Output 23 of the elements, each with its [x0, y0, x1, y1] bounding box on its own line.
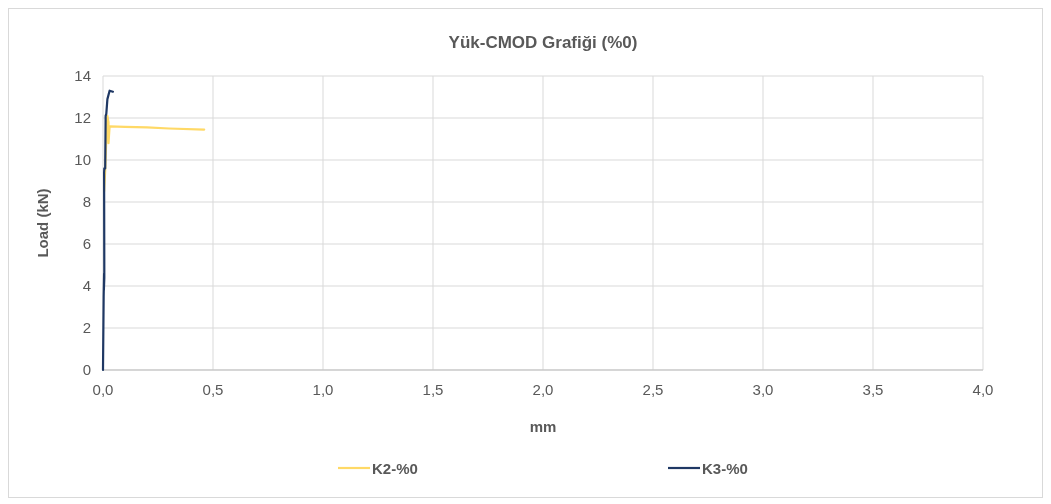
- x-tick-label: 3,0: [752, 381, 774, 398]
- x-tick-label: 1,0: [312, 381, 334, 398]
- x-tick-label: 1,5: [422, 381, 444, 398]
- y-tick-label: 8: [82, 193, 91, 210]
- x-tick-label: 0,0: [92, 381, 114, 398]
- y-tick-label: 12: [74, 109, 91, 126]
- x-axis-title: mm: [529, 418, 557, 435]
- x-tick-label: 3,5: [862, 381, 884, 398]
- y-tick-label: 4: [82, 277, 91, 294]
- x-tick-label: 0,5: [202, 381, 224, 398]
- y-tick-label: 6: [82, 235, 91, 252]
- y-tick-label: 0: [82, 361, 91, 378]
- legend-label: K3-%0: [702, 460, 748, 477]
- y-tick-label: 14: [74, 67, 91, 84]
- y-axis-title: Load (kN): [34, 188, 51, 258]
- y-tick-label: 2: [82, 319, 91, 336]
- x-tick-label: 4,0: [972, 381, 994, 398]
- y-tick-label: 10: [74, 151, 91, 168]
- chart-title: Yük-CMOD Grafiği (%0): [448, 33, 638, 52]
- x-tick-label: 2,5: [642, 381, 664, 398]
- line-series: [101, 89, 114, 372]
- legend-label: K2-%0: [372, 460, 418, 477]
- x-tick-label: 2,0: [532, 381, 554, 398]
